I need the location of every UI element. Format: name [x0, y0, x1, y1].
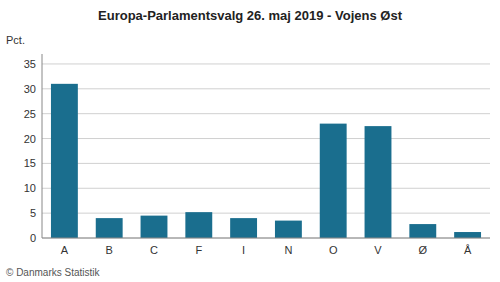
footer: © Danmarks Statistik [6, 267, 101, 278]
grid-line [42, 188, 490, 189]
grid-line [42, 138, 490, 139]
y-tick-label: 15 [24, 157, 36, 169]
x-tick-label: Ø [419, 244, 428, 256]
y-axis: 0 5 10 15 20 25 30 35 [24, 58, 490, 244]
chart: Europa-Parlamentsvalg 26. maj 2019 - Voj… [0, 0, 500, 282]
y-tick-label: 35 [24, 58, 36, 70]
y-tick-label: 5 [30, 207, 36, 219]
x-axis-line [42, 238, 490, 239]
bar [51, 84, 78, 238]
y-tick-label: 20 [24, 133, 36, 145]
y-tick-label: 25 [24, 108, 36, 120]
x-tick-label: B [106, 244, 113, 256]
y-axis-line [42, 54, 43, 238]
x-tick-label: F [195, 244, 202, 256]
grid-line [42, 88, 490, 89]
bar [320, 124, 347, 238]
chart-container: Europa-Parlamentsvalg 26. maj 2019 - Voj… [0, 0, 500, 282]
bars [51, 84, 481, 238]
bar [96, 218, 123, 238]
x-tick-label: V [374, 244, 382, 256]
bar [141, 216, 168, 238]
x-tick-label: A [61, 244, 69, 256]
x-tick-label: Å [464, 244, 472, 256]
grid-line [42, 63, 490, 64]
bar [454, 232, 481, 238]
x-axis: ABCFINOVØÅ [61, 244, 472, 256]
bar [365, 126, 392, 238]
bar [275, 221, 302, 238]
bar [409, 224, 436, 238]
y-tick-label: 30 [24, 83, 36, 95]
x-tick-label: I [242, 244, 245, 256]
grid-line [42, 163, 490, 164]
x-tick-label: N [284, 244, 292, 256]
y-tick-label: 10 [24, 182, 36, 194]
x-tick-label: C [150, 244, 158, 256]
bar [230, 218, 257, 238]
y-tick-label: 0 [30, 232, 36, 244]
y-axis-label: Pct. [6, 34, 25, 46]
title: Europa-Parlamentsvalg 26. maj 2019 - Voj… [98, 8, 403, 23]
bar [185, 212, 212, 238]
grid-line [42, 113, 490, 114]
grid-line [42, 213, 490, 214]
x-tick-label: O [329, 244, 338, 256]
grid-line [42, 238, 490, 239]
